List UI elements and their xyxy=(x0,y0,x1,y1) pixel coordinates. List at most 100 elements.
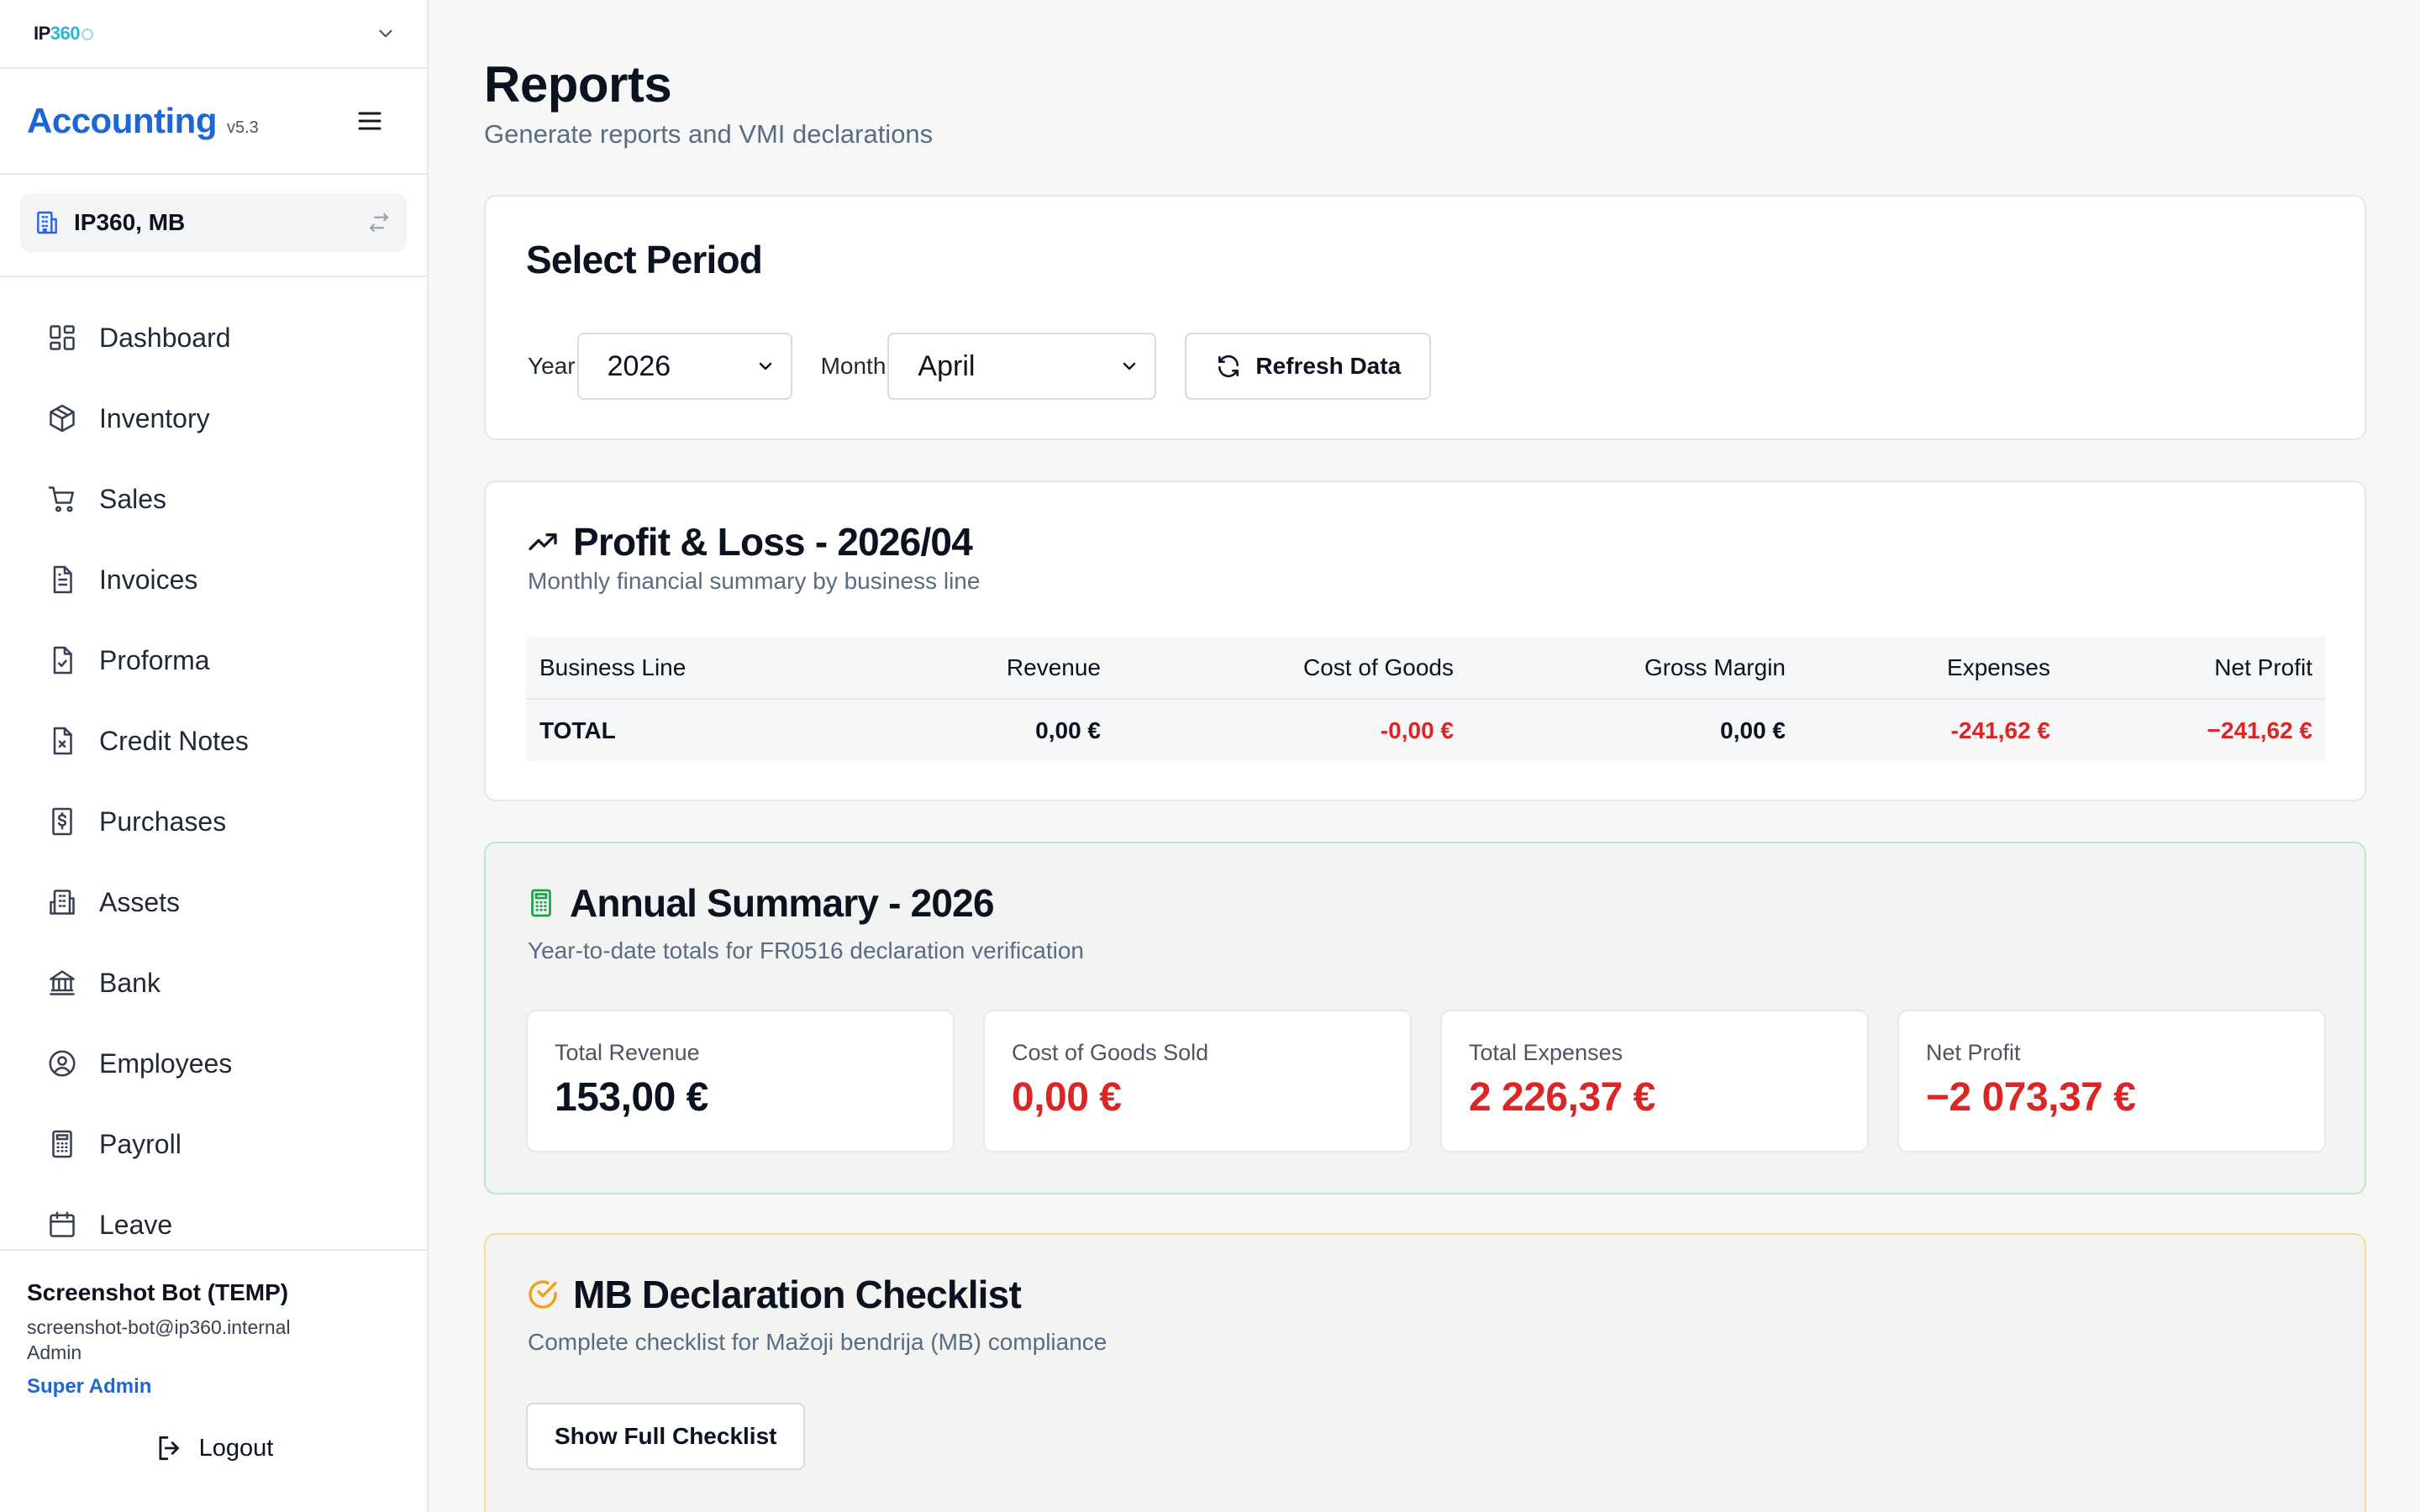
document-icon xyxy=(53,565,72,594)
sidebar-item-sales[interactable]: Sales xyxy=(0,459,427,539)
sidebar-item-label: Employees xyxy=(99,1047,233,1079)
stat-total-revenue: Total Revenue 153,00 € xyxy=(526,1010,955,1152)
month-select-value: April xyxy=(918,349,976,382)
year-label: Year xyxy=(528,353,576,379)
sidebar-item-label: Invoices xyxy=(99,564,198,595)
table-cell: TOTAL xyxy=(539,717,616,743)
profit-loss-header: Profit & Loss - 2026/04 xyxy=(526,519,973,564)
sidebar-item-employees[interactable]: Employees xyxy=(0,1023,427,1104)
logout-label: Logout xyxy=(198,1434,274,1462)
annual-summary-header: Annual Summary - 2026 xyxy=(526,880,995,926)
sidebar-item-inventory[interactable]: Inventory xyxy=(0,378,427,459)
sidebar-item-invoices[interactable]: Invoices xyxy=(0,539,427,620)
annual-summary-title: Annual Summary - 2026 xyxy=(570,881,995,925)
trending-up-icon xyxy=(529,533,557,550)
document-x-icon xyxy=(53,727,72,755)
company-switcher[interactable]: IP360, MB xyxy=(20,193,407,252)
tenant-logo-accent: 360 xyxy=(50,23,81,44)
column-header: Expenses xyxy=(1947,654,2050,680)
tenant-logo-ring xyxy=(82,29,94,40)
sidebar-item-dashboard[interactable]: Dashboard xyxy=(0,297,427,378)
brand-name: Accounting xyxy=(27,101,217,140)
brand-version: v5.3 xyxy=(226,118,259,137)
chevron-down-icon[interactable] xyxy=(375,23,397,45)
profit-loss-table: Business Line Revenue Cost of Goods Gros… xyxy=(526,637,2326,761)
table-header-row: Business Line Revenue Cost of Goods Gros… xyxy=(526,637,2326,699)
sidebar-item-label: Sales xyxy=(99,483,167,514)
table-cell: -241,62 € xyxy=(1950,717,2050,743)
tenant-logo-prefix: IP xyxy=(34,23,50,44)
user-super-badge: Super Admin xyxy=(27,1375,152,1398)
year-select-value: 2026 xyxy=(607,349,671,382)
refresh-icon xyxy=(1218,354,1239,378)
stat-net-profit: Net Profit −2 073,37 € xyxy=(1897,1010,2326,1152)
sidebar-item-label: Assets xyxy=(99,886,181,917)
page-subtitle: Generate reports and VMI declarations xyxy=(484,119,934,149)
building-icon xyxy=(37,211,57,234)
stat-label: Cost of Goods Sold xyxy=(1012,1040,1209,1065)
building-icon xyxy=(50,890,75,915)
tenant-logo: IP360 xyxy=(34,23,94,45)
column-header: Revenue xyxy=(1006,654,1101,680)
table-cell: 0,00 € xyxy=(1720,717,1786,743)
stat-value: 0,00 € xyxy=(1012,1075,1122,1120)
document-check-icon xyxy=(53,646,72,675)
chevron-down-icon xyxy=(1123,362,1136,370)
sidebar-item-purchases[interactable]: Purchases xyxy=(0,781,427,862)
sidebar-item-label: Dashboard xyxy=(99,322,231,353)
sidebar-item-label: Inventory xyxy=(99,402,210,433)
sidebar-item-bank[interactable]: Bank xyxy=(0,942,427,1023)
month-label: Month xyxy=(820,353,886,379)
box-icon xyxy=(50,404,75,433)
profit-loss-subtitle: Monthly financial summary by business li… xyxy=(528,568,981,594)
bank-icon xyxy=(50,970,75,995)
stat-value: −2 073,37 € xyxy=(1926,1075,2136,1120)
month-select[interactable]: April xyxy=(887,333,1157,400)
checklist-header: MB Declaration Checklist xyxy=(526,1272,1022,1317)
stat-value: 153,00 € xyxy=(555,1075,708,1120)
company-name: IP360, MB xyxy=(74,209,186,235)
user-name: Screenshot Bot (TEMP) xyxy=(27,1279,289,1305)
period-controls: Year 2026 Month April Refresh Data xyxy=(528,333,1432,400)
sidebar-item-proforma[interactable]: Proforma xyxy=(0,620,427,701)
table-row-total: TOTAL 0,00 € -0,00 € 0,00 € -241,62 € −2… xyxy=(526,699,2326,761)
dashboard-icon xyxy=(50,325,75,350)
annual-summary-card: Annual Summary - 2026 Year-to-date total… xyxy=(484,842,2366,1194)
sidebar-item-assets[interactable]: Assets xyxy=(0,862,427,942)
checklist-subtitle: Complete checklist for Mažoji bendrija (… xyxy=(528,1329,1107,1355)
receipt-dollar-icon xyxy=(52,807,72,836)
menu-icon[interactable] xyxy=(355,106,385,136)
logout-button[interactable]: Logout xyxy=(27,1432,400,1464)
stat-total-expenses: Total Expenses 2 226,37 € xyxy=(1440,1010,1869,1152)
sidebar-item-credit-notes[interactable]: Credit Notes xyxy=(0,701,427,781)
table-cell: −241,62 € xyxy=(2207,717,2312,743)
user-circle-icon xyxy=(49,1050,76,1077)
sidebar-item-label: Proforma xyxy=(99,644,210,675)
sidebar-nav: Dashboard Inventory Sales Invoices Profo… xyxy=(0,277,427,1265)
checklist-card: MB Declaration Checklist Complete checkl… xyxy=(484,1233,2366,1512)
user-email: screenshot-bot@ip360.internal xyxy=(27,1316,291,1338)
switch-arrows-icon[interactable] xyxy=(366,210,392,235)
year-select[interactable]: 2026 xyxy=(576,333,792,400)
column-header: Net Profit xyxy=(2214,654,2312,680)
refresh-data-label: Refresh Data xyxy=(1255,353,1402,379)
annual-summary-subtitle: Year-to-date totals for FR0516 declarati… xyxy=(528,937,1084,963)
brand: Accounting v5.3 xyxy=(27,101,259,141)
profit-loss-title: Profit & Loss - 2026/04 xyxy=(573,520,973,564)
user-role: Admin xyxy=(27,1341,82,1363)
tenant-switcher[interactable]: IP360 xyxy=(0,0,427,69)
annual-stats: Total Revenue 153,00 € Cost of Goods Sol… xyxy=(526,1010,2326,1152)
page-title: Reports xyxy=(484,56,672,113)
sidebar-item-payroll[interactable]: Payroll xyxy=(0,1104,427,1184)
table-cell: 0,00 € xyxy=(1035,717,1101,743)
refresh-data-button[interactable]: Refresh Data xyxy=(1185,333,1432,400)
sidebar-item-leave[interactable]: Leave xyxy=(0,1184,427,1265)
column-header: Gross Margin xyxy=(1644,654,1786,680)
check-circle-icon xyxy=(529,1280,557,1309)
show-full-checklist-button[interactable]: Show Full Checklist xyxy=(526,1403,806,1470)
select-period-card: Select Period Year 2026 Month April Refr… xyxy=(484,195,2366,440)
stat-label: Total Revenue xyxy=(555,1040,700,1065)
logout-icon xyxy=(159,1436,179,1461)
user-panel: Screenshot Bot (TEMP) screenshot-bot@ip3… xyxy=(0,1249,427,1512)
stat-cogs: Cost of Goods Sold 0,00 € xyxy=(983,1010,1412,1152)
